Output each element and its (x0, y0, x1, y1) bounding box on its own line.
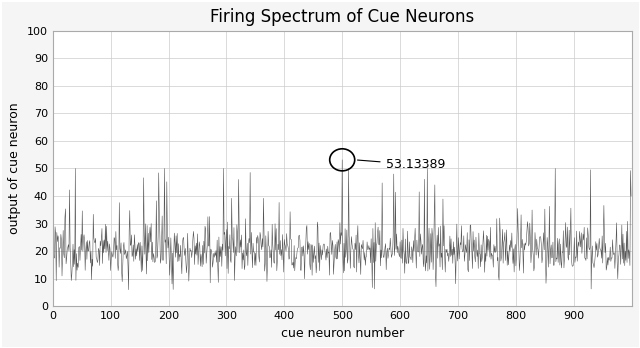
Text: 53.13389: 53.13389 (358, 158, 445, 171)
Title: Firing Spectrum of Cue Neurons: Firing Spectrum of Cue Neurons (210, 8, 474, 26)
X-axis label: cue neuron number: cue neuron number (281, 327, 404, 340)
Y-axis label: output of cue neuron: output of cue neuron (8, 103, 21, 234)
